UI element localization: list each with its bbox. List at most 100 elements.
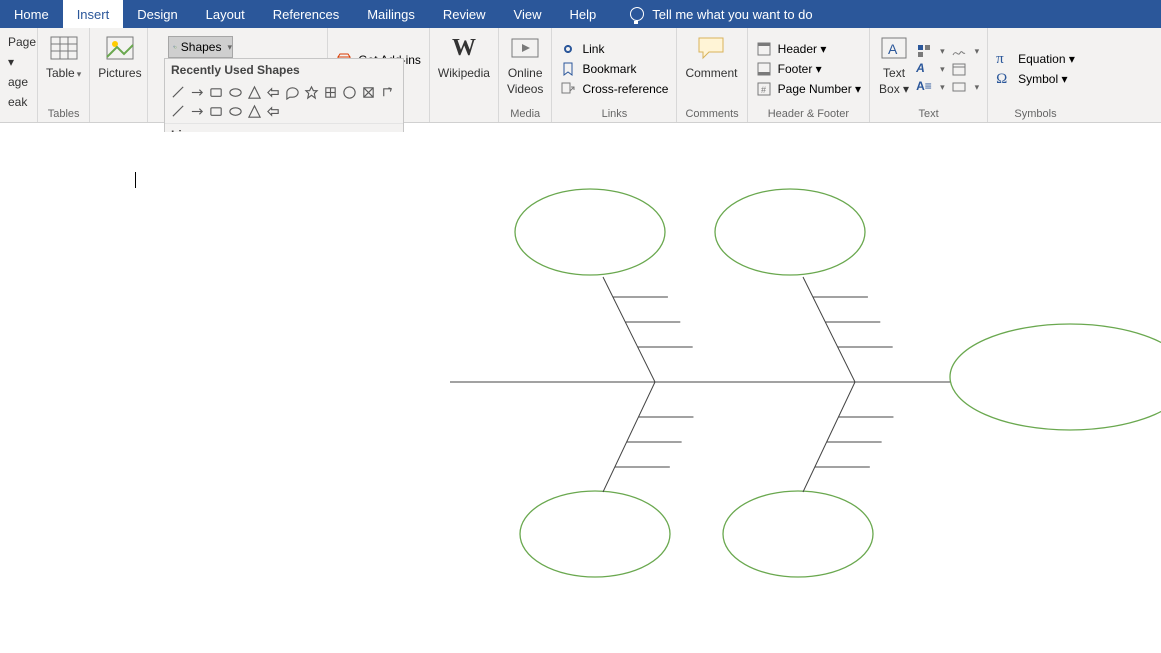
footer-button[interactable]: Footer ▾ (756, 61, 861, 77)
pi-icon: π (996, 51, 1012, 67)
bookmark-button[interactable]: Bookmark (560, 61, 668, 77)
shape-glyph[interactable] (247, 85, 262, 100)
pictures-button[interactable]: Pictures (98, 32, 141, 80)
shape-glyph[interactable] (228, 104, 243, 119)
link-button[interactable]: Link (560, 41, 668, 57)
bookmark-icon (560, 61, 576, 77)
comment-label: Comment (685, 66, 737, 80)
shapes-section-recently-used-shapes: Recently Used Shapes (165, 59, 403, 81)
tab-review[interactable]: Review (429, 0, 500, 28)
tab-view[interactable]: View (500, 0, 556, 28)
omega-icon: Ω (996, 71, 1012, 87)
group-label: Media (507, 106, 543, 120)
shape-glyph[interactable] (342, 85, 357, 100)
header-icon (756, 41, 772, 57)
sigline-button[interactable]: ▾ (951, 43, 980, 59)
group-tables: Table▾ Tables (38, 28, 90, 122)
fishbone-diagram (50, 132, 1161, 653)
shape-glyph[interactable] (209, 85, 224, 100)
shape-glyph[interactable] (171, 85, 186, 100)
parts-icon (916, 43, 932, 59)
wordart-icon: A (916, 61, 932, 77)
group-wikipedia: W Wikipedia (430, 28, 499, 122)
shape-glyph[interactable] (304, 85, 319, 100)
group-label: Links (560, 106, 668, 120)
tab-design[interactable]: Design (123, 0, 191, 28)
cover-page-fragment[interactable]: Page ▾ (8, 32, 29, 72)
tab-mailings[interactable]: Mailings (353, 0, 429, 28)
svg-text:A: A (888, 41, 898, 57)
table-button[interactable]: Table▾ (46, 32, 81, 80)
footer-label: Footer ▾ (778, 62, 822, 76)
tab-insert[interactable]: Insert (63, 0, 124, 28)
pagenum-button[interactable]: # Page Number ▾ (756, 81, 861, 97)
shape-glyph[interactable] (361, 85, 376, 100)
group-label: Comments (685, 106, 738, 120)
shape-glyph[interactable] (228, 85, 243, 100)
svg-text:#: # (761, 85, 766, 95)
header-button[interactable]: Header ▾ (756, 41, 861, 57)
group-illustrations: Pictures (90, 28, 148, 122)
symbol-button[interactable]: Ω Symbol ▾ (996, 71, 1075, 87)
quickparts-button[interactable]: ▾ (916, 43, 945, 59)
shape-glyph[interactable] (190, 85, 205, 100)
pagenum-label: Page Number ▾ (778, 82, 861, 96)
group-label (98, 118, 139, 120)
wikipedia-button[interactable]: W Wikipedia (438, 32, 490, 80)
text-cursor (135, 172, 136, 188)
crossref-label: Cross-reference (582, 82, 668, 96)
shape-glyph[interactable] (171, 104, 186, 119)
group-header-footer: Header ▾ Footer ▾ # Page Number ▾ Header … (748, 28, 870, 122)
pictures-icon (104, 32, 136, 64)
group-pages: Page ▾ age eak (0, 28, 38, 122)
shape-glyph[interactable] (247, 104, 262, 119)
header-label: Header ▾ (778, 42, 827, 56)
shape-glyph[interactable] (266, 104, 281, 119)
tab-help[interactable]: Help (555, 0, 610, 28)
tab-references[interactable]: References (259, 0, 353, 28)
document-canvas[interactable] (50, 132, 1161, 648)
shape-glyph[interactable] (190, 104, 205, 119)
comment-button[interactable]: Comment (685, 32, 737, 80)
tab-layout[interactable]: Layout (192, 0, 259, 28)
equation-label: Equation ▾ (1018, 52, 1075, 66)
pictures-label: Pictures (98, 66, 141, 80)
box-label: Box ▾ (879, 82, 909, 96)
table-icon (48, 32, 80, 64)
object-button[interactable]: ▾ (951, 79, 980, 95)
group-media: Online Videos Media (499, 28, 552, 122)
crossref-icon (560, 81, 576, 97)
wordart-button[interactable]: A▾ (916, 61, 945, 77)
shapes-button[interactable]: Shapes▾ (168, 36, 233, 58)
blank-page-fragment[interactable]: age (8, 72, 29, 92)
shape-glyph[interactable] (323, 85, 338, 100)
equation-button[interactable]: π Equation ▾ (996, 51, 1075, 67)
wikipedia-label: Wikipedia (438, 66, 490, 80)
textbox-button[interactable]: A Text Box ▾ (878, 32, 910, 96)
pagenum-icon: # (756, 81, 772, 97)
shape-glyph[interactable] (209, 104, 224, 119)
dropcap-button[interactable]: A≡▾ (916, 79, 945, 95)
tell-me-label: Tell me what you want to do (652, 7, 812, 22)
shape-glyph[interactable] (285, 85, 300, 100)
group-label: Header & Footer (756, 106, 861, 120)
online-label: Online (508, 66, 543, 80)
shapes-row (165, 81, 403, 123)
datetime-button[interactable] (951, 61, 980, 77)
pages-fragments: Page ▾ age eak (8, 32, 29, 112)
lightbulb-icon (630, 7, 644, 21)
page-break-fragment[interactable]: eak (8, 92, 29, 112)
group-label: Tables (46, 106, 81, 120)
shape-glyph[interactable] (266, 85, 281, 100)
table-label: Table (46, 66, 75, 80)
symbol-label: Symbol ▾ (1018, 72, 1067, 86)
online-videos-button[interactable]: Online Videos (507, 32, 543, 96)
crossref-button[interactable]: Cross-reference (560, 81, 668, 97)
video-icon (509, 32, 541, 64)
shapes-icon (173, 39, 177, 55)
group-text: A Text Box ▾ ▾ A▾ A≡▾ ▾ ▾ Text (870, 28, 988, 122)
tell-me[interactable]: Tell me what you want to do (610, 7, 812, 22)
shape-glyph[interactable] (380, 85, 395, 100)
videos-label: Videos (507, 82, 543, 96)
tab-home[interactable]: Home (0, 0, 63, 28)
